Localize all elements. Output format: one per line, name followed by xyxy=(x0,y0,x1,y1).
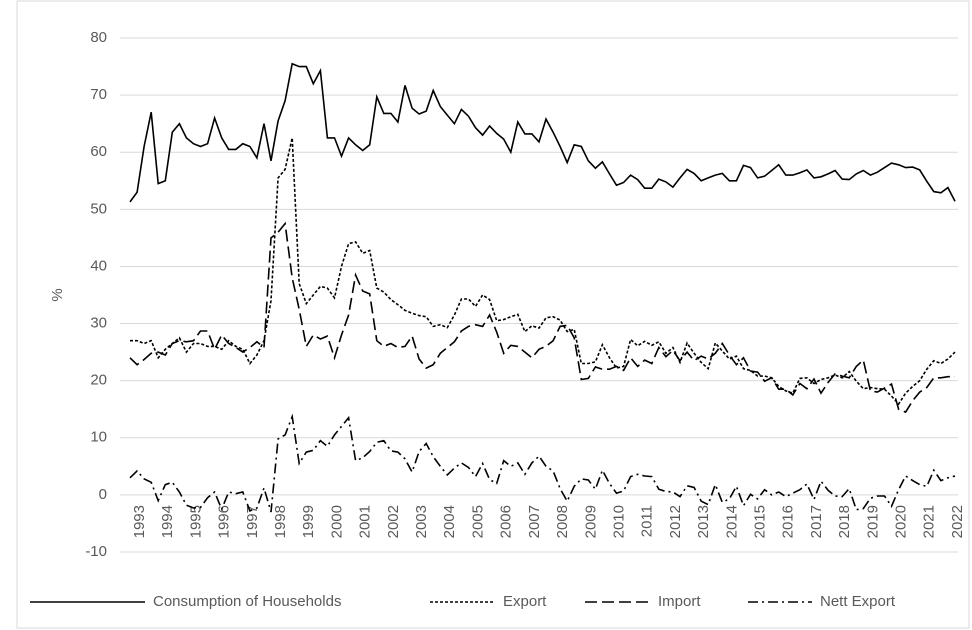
x-tick-label: 1998 xyxy=(272,505,289,538)
legend-label: Nett Export xyxy=(820,593,896,610)
x-tick-label: 2022 xyxy=(949,505,966,538)
x-tick-label: 2014 xyxy=(723,505,740,538)
y-tick-label: 40 xyxy=(90,257,107,274)
y-tick-label: 80 xyxy=(90,29,107,46)
series-line xyxy=(130,137,956,406)
x-tick-label: 2013 xyxy=(695,505,712,538)
x-tick-label: 2009 xyxy=(582,505,599,538)
x-tick-label: 1993 xyxy=(131,505,148,538)
x-tick-label: 2002 xyxy=(385,505,402,538)
y-tick-label: 60 xyxy=(90,143,107,160)
x-tick-label: 2017 xyxy=(808,505,825,538)
x-tick-label: 2010 xyxy=(610,505,627,538)
y-tick-label: 0 xyxy=(99,486,107,503)
series-line xyxy=(129,221,955,414)
x-tick-label: 2006 xyxy=(498,505,515,538)
x-tick-label: 1996 xyxy=(216,505,233,538)
y-tick-label: 10 xyxy=(90,429,107,446)
x-tick-label: 2007 xyxy=(526,505,543,538)
y-tick-label: 20 xyxy=(90,372,107,389)
y-tick-label: -10 xyxy=(85,543,107,560)
x-tick-label: 2004 xyxy=(441,505,458,538)
x-tick-label: 2018 xyxy=(836,505,853,538)
x-tick-label: 2008 xyxy=(554,505,571,538)
x-tick-label: 2019 xyxy=(864,505,881,538)
x-tick-label: 2005 xyxy=(469,505,486,538)
series-line xyxy=(129,62,956,203)
legend-label: Consumption of Households xyxy=(153,593,341,610)
y-tick-label: 70 xyxy=(90,86,107,103)
legend-label: Import xyxy=(658,593,701,610)
chart-frame xyxy=(16,0,970,629)
y-tick-label: 50 xyxy=(90,200,107,217)
x-tick-label: 1995 xyxy=(187,505,204,538)
x-tick-label: 1999 xyxy=(300,505,317,538)
x-tick-label: 1997 xyxy=(244,505,261,538)
x-tick-label: 2001 xyxy=(357,505,374,538)
x-tick-label: 2015 xyxy=(751,505,768,538)
x-tick-label: 2000 xyxy=(328,505,345,538)
x-tick-label: 2021 xyxy=(921,505,938,538)
x-tick-label: 2016 xyxy=(780,505,797,538)
y-tick-label: 30 xyxy=(90,315,107,332)
series-line xyxy=(129,413,956,513)
x-tick-label: 2012 xyxy=(667,505,684,538)
y-axis-label: % xyxy=(49,288,66,301)
x-tick-label: 2003 xyxy=(413,505,430,538)
legend-label: Export xyxy=(503,593,547,610)
x-tick-label: 2020 xyxy=(893,505,910,538)
x-tick-label: 1994 xyxy=(159,505,176,538)
x-tick-label: 2011 xyxy=(639,505,656,537)
